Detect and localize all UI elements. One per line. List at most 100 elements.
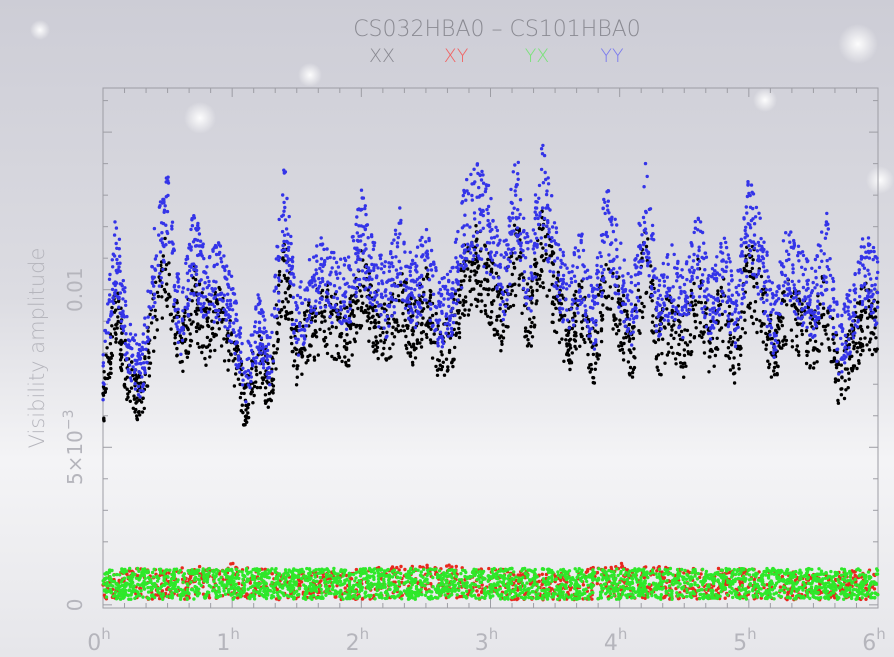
data-point xyxy=(858,337,863,341)
data-point xyxy=(625,577,630,582)
data-point xyxy=(819,569,824,573)
data-point xyxy=(322,577,327,582)
data-point xyxy=(506,577,510,581)
x-tick-label-value: 0 xyxy=(87,631,101,656)
data-point xyxy=(403,567,407,572)
data-point xyxy=(496,577,500,581)
data-point xyxy=(842,577,846,581)
data-point xyxy=(786,587,790,591)
data-point xyxy=(379,582,384,587)
data-point xyxy=(724,575,728,579)
data-point xyxy=(258,587,263,591)
data-point xyxy=(470,590,474,594)
x-tick-label-sup: h xyxy=(876,625,886,643)
data-point xyxy=(642,571,646,575)
data-point xyxy=(477,584,481,589)
data-point xyxy=(241,573,245,577)
data-point xyxy=(169,580,173,584)
data-point xyxy=(167,272,171,277)
data-point xyxy=(763,596,768,601)
data-point xyxy=(723,596,727,600)
data-point xyxy=(528,582,533,586)
data-point xyxy=(185,597,189,601)
data-point xyxy=(161,583,165,587)
data-point xyxy=(152,349,156,353)
data-point xyxy=(865,343,869,347)
data-point xyxy=(439,583,443,587)
legend-entry-yx: YX xyxy=(525,45,550,67)
data-point xyxy=(466,313,471,317)
data-point xyxy=(371,344,375,349)
data-point xyxy=(275,587,279,592)
data-point xyxy=(573,567,577,571)
data-point xyxy=(721,575,725,579)
data-point xyxy=(382,569,387,573)
data-point xyxy=(434,567,438,571)
data-point xyxy=(367,586,371,590)
data-point xyxy=(117,591,121,596)
data-point xyxy=(156,294,161,299)
data-point xyxy=(778,585,783,589)
data-point xyxy=(719,285,723,290)
data-point xyxy=(138,583,143,587)
data-point xyxy=(159,571,163,575)
data-point xyxy=(785,303,789,307)
data-point xyxy=(200,325,205,329)
data-point xyxy=(390,575,395,579)
data-point xyxy=(502,583,506,587)
data-point xyxy=(486,574,491,578)
data-point xyxy=(356,584,361,588)
data-point xyxy=(863,578,867,582)
data-point xyxy=(860,313,864,318)
data-point xyxy=(706,576,710,580)
data-point xyxy=(842,590,846,594)
data-point xyxy=(220,569,225,573)
data-point xyxy=(264,582,268,586)
data-point xyxy=(114,337,118,341)
data-point xyxy=(461,584,465,588)
data-point xyxy=(691,307,695,312)
data-point xyxy=(563,585,568,589)
data-point xyxy=(680,567,684,572)
data-point xyxy=(813,576,817,580)
data-point xyxy=(444,581,449,585)
data-point xyxy=(615,582,619,586)
data-point xyxy=(425,573,429,578)
data-point xyxy=(318,596,322,600)
data-point xyxy=(754,317,759,322)
data-point xyxy=(254,590,259,594)
data-point xyxy=(510,289,514,293)
data-point xyxy=(477,597,481,601)
data-point xyxy=(691,568,695,572)
data-point xyxy=(587,573,591,577)
data-point xyxy=(659,593,663,597)
data-point xyxy=(761,340,765,344)
data-point xyxy=(541,285,546,290)
data-point xyxy=(182,572,187,576)
data-point xyxy=(743,579,747,583)
data-point xyxy=(785,568,790,572)
y-tick-labels: 05×10−30.01 xyxy=(61,267,87,611)
data-point xyxy=(731,595,735,600)
data-point xyxy=(529,324,533,329)
glow-blob xyxy=(838,24,878,64)
data-point xyxy=(142,585,146,589)
data-point xyxy=(222,586,226,590)
data-point xyxy=(452,584,457,588)
data-point xyxy=(698,592,702,597)
data-point xyxy=(233,576,237,580)
data-point xyxy=(146,329,150,333)
data-point xyxy=(452,571,456,576)
data-point xyxy=(192,597,196,601)
data-point xyxy=(873,591,877,595)
data-point xyxy=(330,587,335,592)
data-point xyxy=(115,572,119,577)
data-point xyxy=(564,593,568,597)
data-point xyxy=(167,571,171,575)
data-point xyxy=(270,593,274,598)
data-point xyxy=(154,584,158,588)
data-point xyxy=(317,567,321,572)
data-point xyxy=(446,589,451,593)
data-point xyxy=(186,590,190,595)
data-point xyxy=(817,321,821,325)
